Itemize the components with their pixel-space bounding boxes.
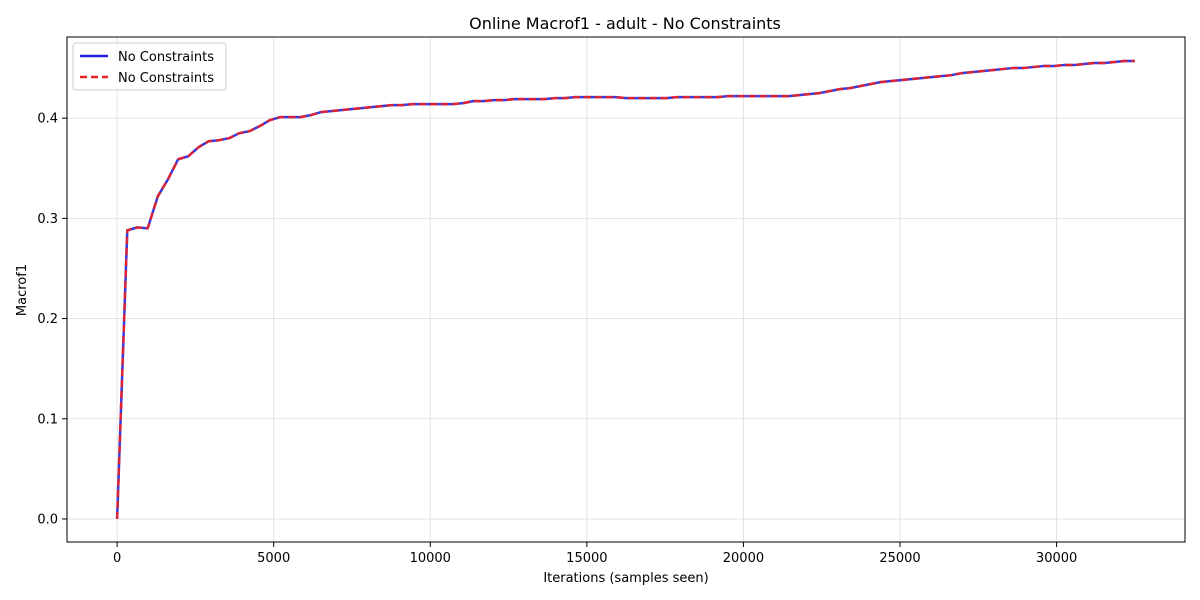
y-tick-label: 0.0 xyxy=(37,512,58,527)
y-tick-label: 0.3 xyxy=(37,212,58,227)
x-tick-label: 15000 xyxy=(566,551,607,566)
y-axis-ticks: 0.0 0.1 0.2 0.3 0.4 xyxy=(37,112,67,527)
x-tick-label: 0 xyxy=(113,551,121,566)
x-tick-label: 25000 xyxy=(879,551,920,566)
plot-area-frame xyxy=(66,36,1186,543)
x-tick-label: 20000 xyxy=(723,551,764,566)
legend: No Constraints No Constraints xyxy=(72,42,227,91)
y-axis-label: Macrof1 xyxy=(15,264,30,316)
x-axis-label: Iterations (samples seen) xyxy=(543,571,708,586)
x-tick-label: 5000 xyxy=(257,551,290,566)
grid-lines xyxy=(67,37,1185,542)
series-line-1 xyxy=(115,59,1135,519)
legend-label-2: No Constraints xyxy=(118,71,214,86)
x-axis-ticks: 0 5000 10000 15000 20000 25000 30000 xyxy=(113,542,1077,566)
chart-title: Online Macrof1 - adult - No Constraints xyxy=(469,14,781,33)
y-tick-label: 0.4 xyxy=(37,112,58,127)
legend-box xyxy=(72,42,227,91)
legend-label-1: No Constraints xyxy=(118,50,214,65)
x-tick-label: 30000 xyxy=(1036,551,1077,566)
y-tick-label: 0.2 xyxy=(37,312,58,327)
y-tick-label: 0.1 xyxy=(37,412,58,427)
series-lines xyxy=(115,59,1135,519)
x-tick-label: 10000 xyxy=(410,551,451,566)
